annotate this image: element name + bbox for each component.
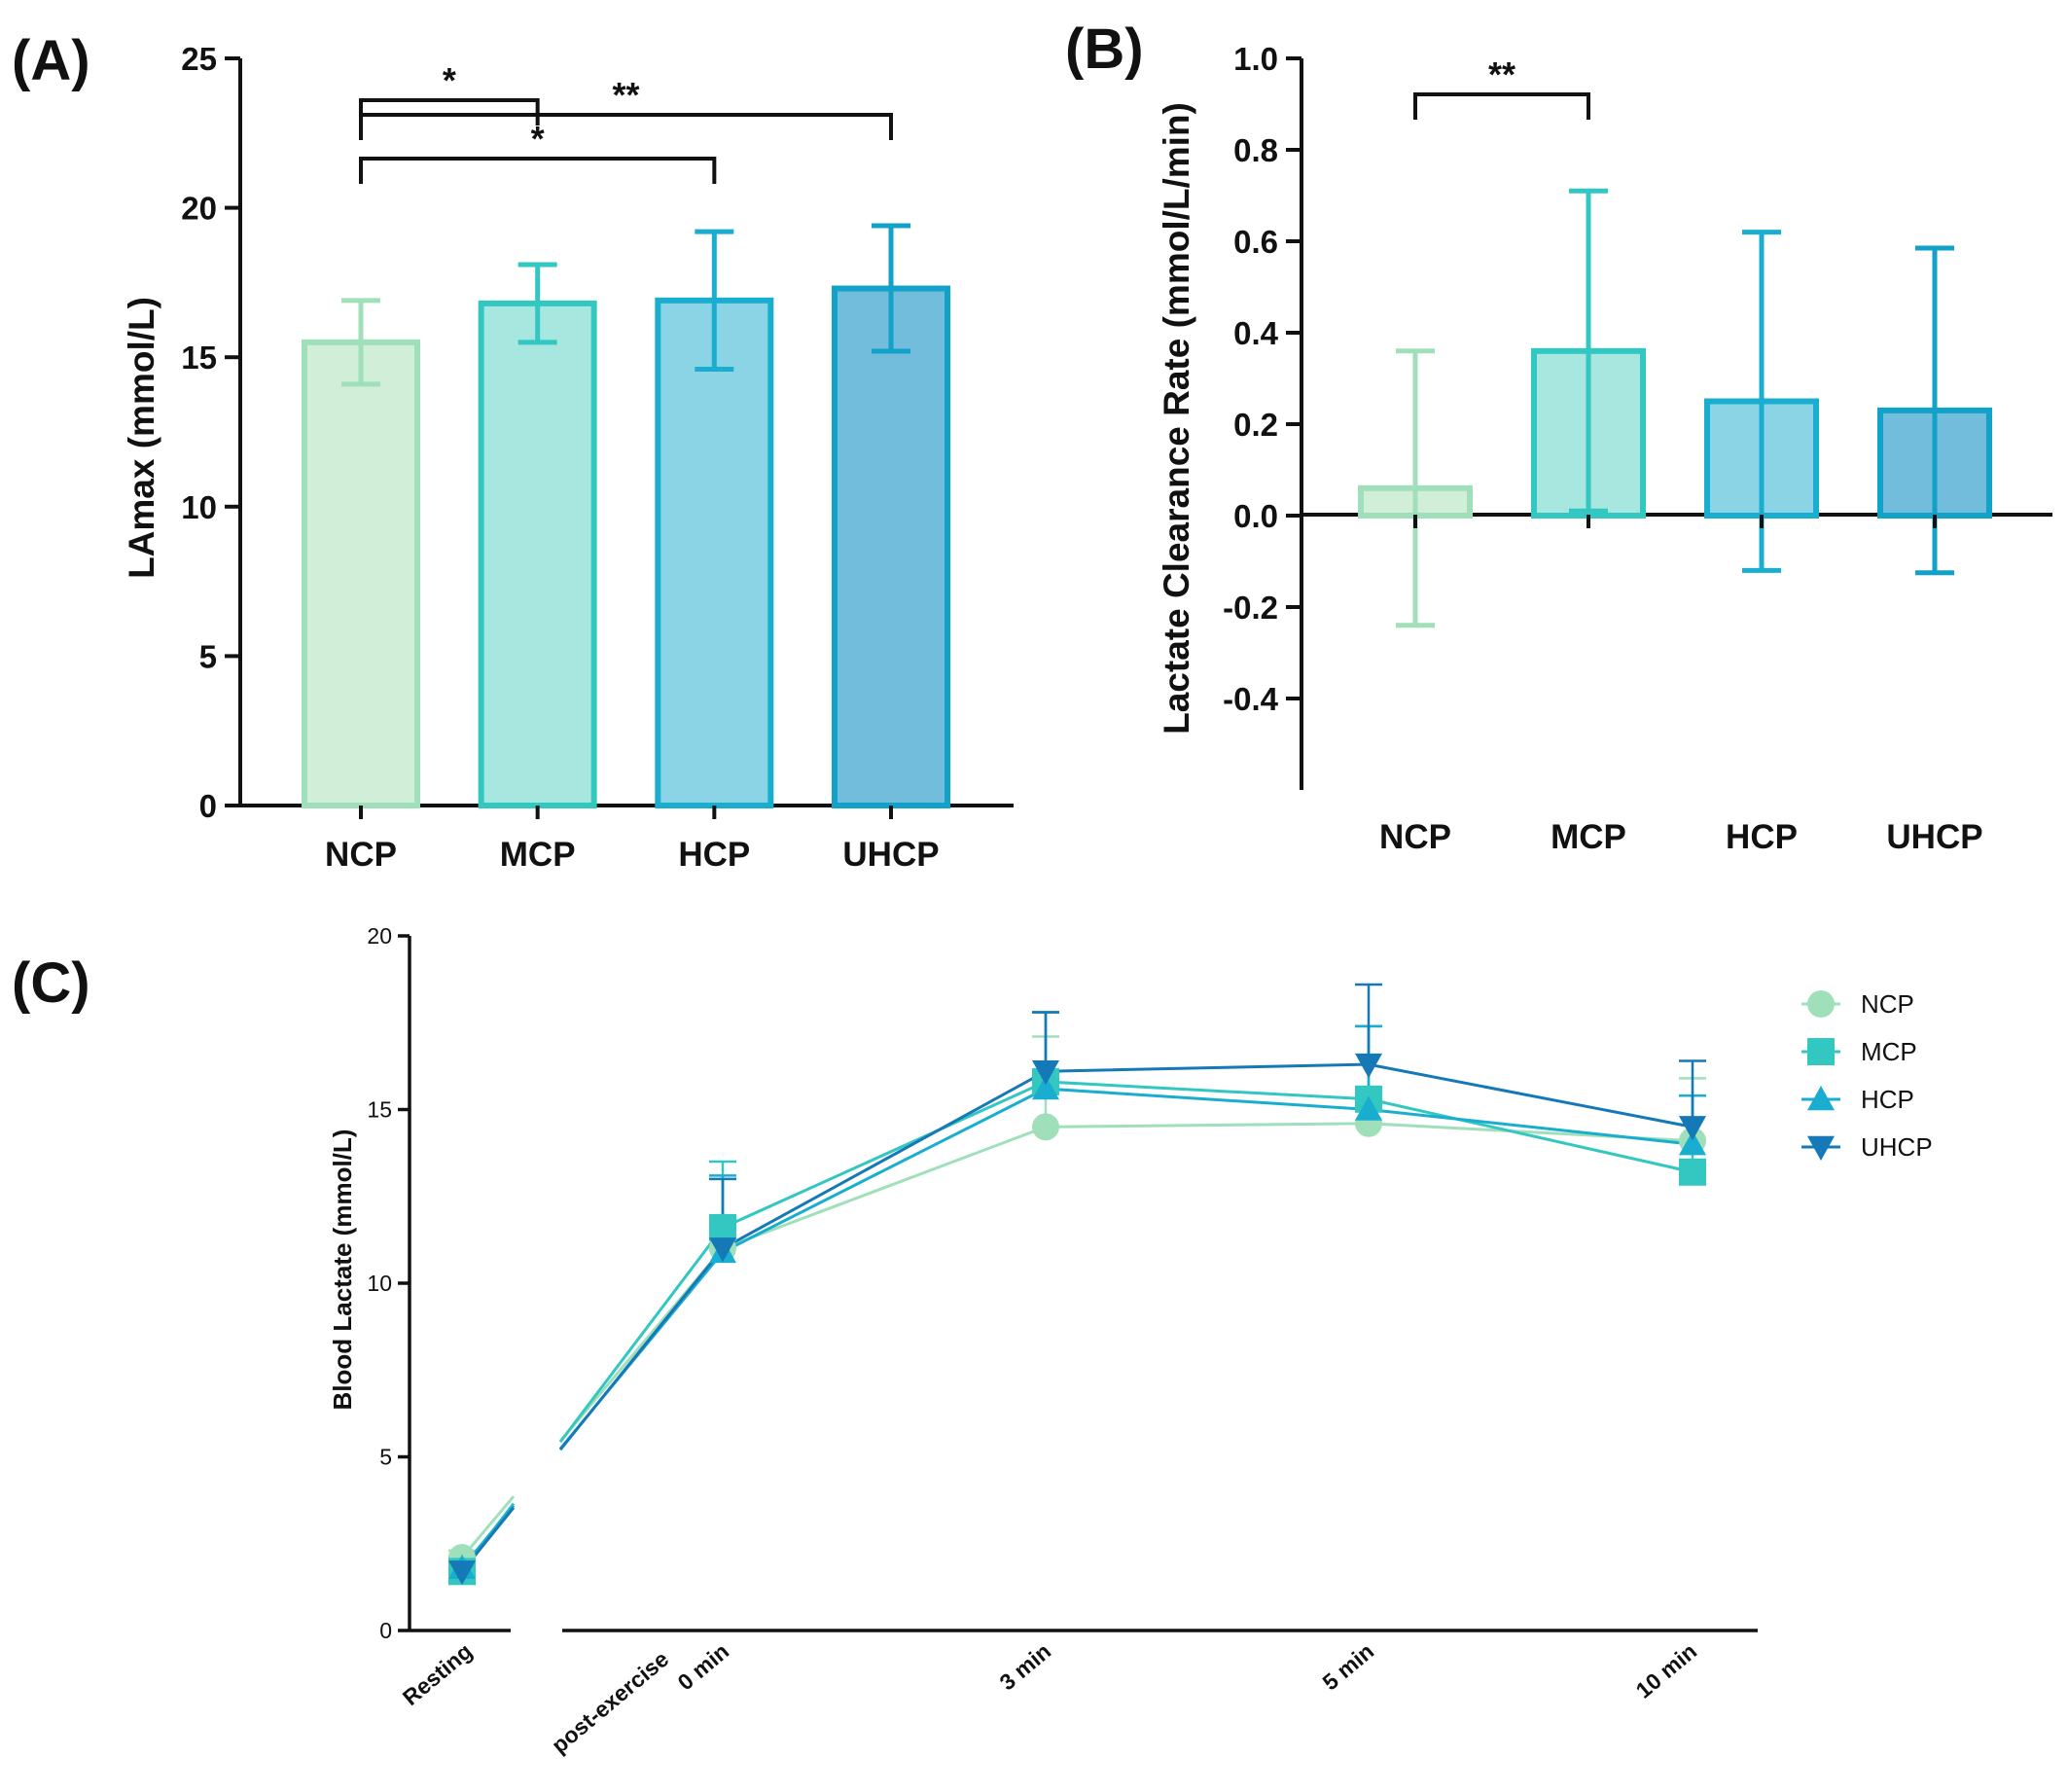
panel-c-y-tick-label: 0 bbox=[379, 1618, 392, 1643]
panel-b-y-tick-label: 0.6 bbox=[1233, 224, 1278, 260]
panel-c-uhcp-point bbox=[1679, 1116, 1706, 1141]
panel-c-uhcp-point bbox=[448, 1560, 476, 1586]
panel-a-significance-bracket bbox=[359, 113, 893, 140]
panel-a-significance-label: * bbox=[531, 119, 545, 159]
panel-b-x-tick-label-mcp: MCP bbox=[1551, 818, 1626, 856]
panel-b-y-axis-label: Lactate Clearance Rate (mmol/L/min) bbox=[1157, 102, 1196, 735]
panel-c-x-tick-label-0-min: 0 min bbox=[672, 1638, 733, 1696]
panel-a-significance-bracket bbox=[359, 157, 717, 184]
panel-c-uhcp-point bbox=[709, 1237, 736, 1263]
panel-c-legend-marker-uhcp bbox=[1807, 1135, 1835, 1161]
panel-a-y-tick-label: 10 bbox=[181, 489, 217, 525]
panel-b-bar-chart: (B) Lactate Clearance Rate (mmol/L/min) … bbox=[1065, 18, 2052, 856]
panel-c-mcp-point bbox=[1679, 1158, 1706, 1186]
panel-a-y-axis-label: LAmax (mmol/L) bbox=[122, 297, 161, 579]
panel-c-y-tick-label: 5 bbox=[379, 1445, 392, 1470]
panel-c-legend-label-uhcp: UHCP bbox=[1861, 1132, 1933, 1162]
panel-a-y-tick-label: 25 bbox=[181, 41, 217, 77]
panel-c-legend-label-hcp: HCP bbox=[1861, 1085, 1914, 1114]
panel-a-significance-label: * bbox=[443, 60, 456, 100]
panel-a-significance-label: ** bbox=[612, 75, 639, 115]
panel-b-x-tick-label-uhcp: UHCP bbox=[1886, 818, 1982, 856]
panel-b-y-tick-label: 0.8 bbox=[1233, 132, 1278, 168]
panel-a-y-tick-label: 20 bbox=[181, 191, 217, 227]
panel-a-label: (A) bbox=[12, 29, 90, 92]
panel-a-x-tick-label-mcp: MCP bbox=[500, 836, 576, 874]
panel-a-bar-ncp bbox=[302, 339, 420, 808]
panel-a-y-tick-label: 15 bbox=[181, 340, 217, 376]
panel-a-x-tick-label-hcp: HCP bbox=[678, 836, 750, 874]
panel-a-bar-chart: (A) LAmax (mmol/L) 0 5 10 15 20 25 NCP MCP HCP UH… bbox=[12, 29, 1014, 874]
panel-c-legend-label-ncp: NCP bbox=[1861, 989, 1914, 1019]
panel-b-x-tick-label-hcp: HCP bbox=[1726, 818, 1798, 856]
panel-c-legend-marker-mcp bbox=[1807, 1038, 1835, 1065]
panel-a-x-tick-label-ncp: NCP bbox=[325, 836, 397, 874]
panel-c-ncp-point bbox=[1032, 1113, 1059, 1141]
panel-c-x-tick-label-5-min: 5 min bbox=[1317, 1638, 1378, 1696]
panel-c-hcp-point bbox=[1355, 1095, 1382, 1121]
panel-b-significance-bracket bbox=[1413, 92, 1590, 120]
panel-c-hcp-point bbox=[1679, 1130, 1706, 1156]
panel-c-y-tick-label: 15 bbox=[367, 1097, 392, 1123]
panel-c-label: (C) bbox=[12, 951, 90, 1015]
panel-b-y-tick-label: -0.4 bbox=[1223, 681, 1279, 717]
panel-c-x-tick-label-10-min: 10 min bbox=[1631, 1638, 1702, 1703]
panel-c-x-tick-label-post-exercise: post-exercise bbox=[547, 1646, 673, 1758]
panel-c-mcp-point bbox=[709, 1213, 736, 1241]
panel-c-y-tick-label: 20 bbox=[367, 923, 392, 949]
panel-c-x-tick-label-3-min: 3 min bbox=[994, 1638, 1055, 1696]
panel-a-x-tick-label-uhcp: UHCP bbox=[842, 836, 939, 874]
panel-c-line-chart: (C) Blood Lactate (mmol/L) 0 5 10 15 20 Resti… bbox=[12, 923, 1933, 1758]
panel-a-y-tick-label: 5 bbox=[199, 638, 217, 674]
panel-c-legend-marker-hcp bbox=[1807, 1086, 1835, 1111]
panel-b-x-tick-label-ncp: NCP bbox=[1379, 818, 1451, 856]
panel-a-bar-hcp bbox=[655, 297, 774, 809]
panel-c-y-tick-label: 10 bbox=[367, 1271, 392, 1296]
panel-b-y-tick-label: 0.2 bbox=[1233, 407, 1278, 443]
panel-c-hcp-point bbox=[1032, 1075, 1059, 1100]
panel-c-y-axis-label: Blood Lactate (mmol/L) bbox=[328, 1129, 357, 1411]
panel-b-y-tick-label: 0.0 bbox=[1233, 498, 1278, 534]
panel-a-y-tick-label: 0 bbox=[199, 788, 217, 824]
panel-a-bar-uhcp bbox=[832, 285, 950, 808]
panel-c-legend-label-mcp: MCP bbox=[1861, 1037, 1917, 1066]
panel-b-y-tick-label: 0.4 bbox=[1233, 315, 1279, 351]
panel-c-hcp-line bbox=[558, 1087, 1694, 1451]
panel-a-significance-bracket bbox=[359, 98, 540, 125]
panel-c-ncp-line bbox=[558, 1122, 1694, 1443]
panel-b-label: (B) bbox=[1065, 18, 1144, 81]
panel-c-x-tick-label-resting: Resting bbox=[398, 1638, 477, 1710]
panel-c-legend-marker-ncp bbox=[1807, 990, 1835, 1018]
panel-b-significance-label: ** bbox=[1488, 54, 1515, 94]
panel-c-uhcp-point bbox=[1032, 1060, 1059, 1086]
panel-c-uhcp-point bbox=[1355, 1053, 1382, 1079]
panel-a-bar-mcp bbox=[478, 300, 597, 808]
panel-b-y-tick-label: 1.0 bbox=[1233, 41, 1278, 77]
panel-b-y-tick-label: -0.2 bbox=[1223, 590, 1278, 626]
